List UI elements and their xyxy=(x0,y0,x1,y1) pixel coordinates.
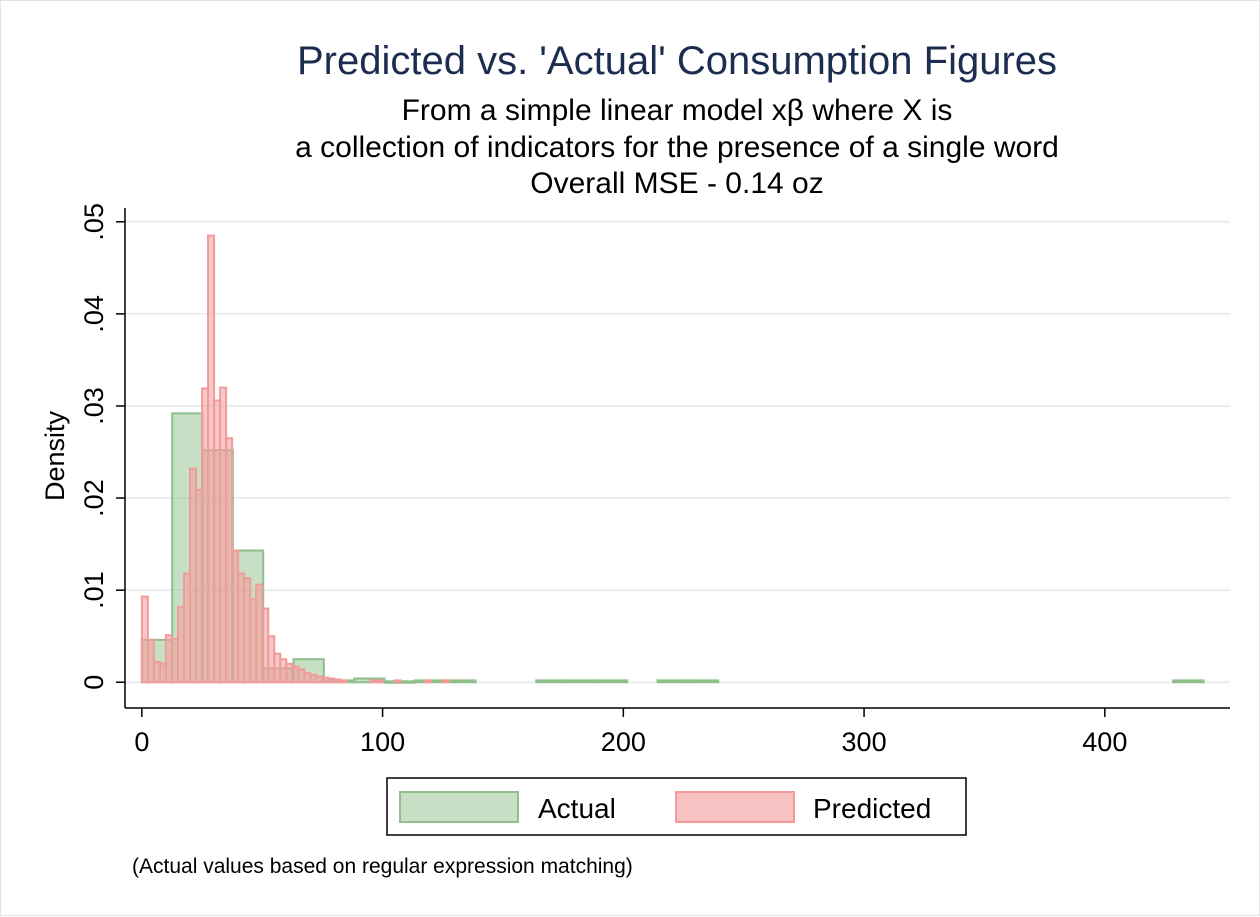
bar-predicted xyxy=(375,679,384,684)
x-tick-label: 200 xyxy=(601,727,646,757)
bar-predicted xyxy=(441,679,450,684)
x-tick-label: 300 xyxy=(842,727,887,757)
bar-actual xyxy=(595,679,629,684)
legend-label-predicted: Predicted xyxy=(813,793,931,824)
bar-actual xyxy=(565,679,598,684)
chart-title: Predicted vs. 'Actual' Consumption Figur… xyxy=(297,39,1057,83)
grid-lines xyxy=(125,220,1230,684)
y-tick-label: 0 xyxy=(79,675,109,690)
bar-predicted xyxy=(423,679,432,684)
x-tick-label: 0 xyxy=(134,727,149,757)
legend-swatch-actual xyxy=(399,791,519,823)
bar-actual xyxy=(686,679,720,684)
bar-actual xyxy=(1172,679,1205,684)
y-tick-label: .04 xyxy=(79,295,109,333)
chart-note: (Actual values based on regular expressi… xyxy=(132,855,633,878)
bar-predicted xyxy=(339,679,348,684)
bar-actual xyxy=(656,679,689,684)
x-axis-ticks: 0 100 200 300 400 xyxy=(134,708,1127,757)
y-tick-label: .03 xyxy=(79,387,109,425)
series-predicted-bars xyxy=(140,234,450,684)
bar-predicted xyxy=(393,679,402,684)
series-actual-bars xyxy=(140,412,1205,684)
legend-label-actual: Actual xyxy=(538,793,616,824)
bar-actual xyxy=(535,679,568,684)
y-axis-label: Density xyxy=(40,410,70,501)
x-tick-label: 100 xyxy=(360,727,405,757)
legend-swatch-predicted xyxy=(675,791,795,823)
y-tick-label: .02 xyxy=(79,479,109,517)
y-axis-ticks: 0 .01 .02 .03 .04 .05 xyxy=(79,203,125,690)
chart-subtitle-line-3: Overall MSE - 0.14 oz xyxy=(530,167,823,200)
x-tick-label: 400 xyxy=(1082,727,1127,757)
y-tick-label: .01 xyxy=(79,571,109,609)
chart-subtitle-line-1: From a simple linear model xβ where X is xyxy=(402,94,953,127)
y-tick-label: .05 xyxy=(79,203,109,241)
legend: Actual Predicted xyxy=(386,777,967,836)
chart-subtitle-line-2: a collection of indicators for the prese… xyxy=(295,131,1059,164)
